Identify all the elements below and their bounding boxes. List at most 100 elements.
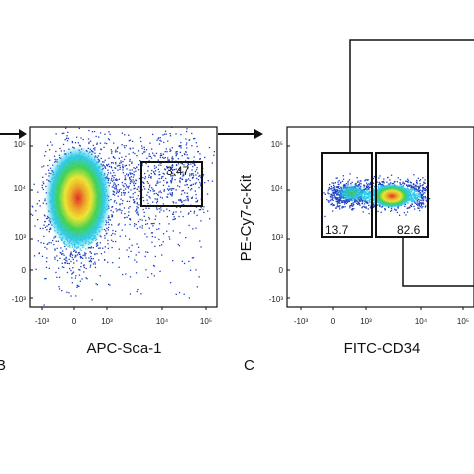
event-dot-c: [399, 182, 401, 184]
event-dot-b: [160, 177, 163, 180]
event-dot-b: [79, 145, 81, 147]
event-dot-b: [162, 175, 164, 178]
event-dot-b: [131, 161, 133, 163]
event-dot-c: [409, 188, 412, 190]
event-dot-b: [108, 223, 110, 226]
event-dot-c: [380, 211, 382, 213]
event-dot-b: [113, 182, 115, 184]
event-dot-b: [135, 210, 137, 212]
event-dot-b: [185, 160, 187, 162]
event-dot-b: [144, 233, 146, 235]
event-dot-b: [27, 233, 28, 234]
event-dot-b: [178, 245, 181, 247]
event-dot-b: [131, 181, 133, 183]
event-dot-b: [188, 163, 190, 166]
event-dot-b: [67, 131, 69, 133]
event-dot-b: [121, 192, 123, 194]
event-dot-c: [335, 200, 337, 203]
event-dot-b: [94, 266, 97, 269]
event-dot-b: [129, 218, 131, 220]
event-dot-b: [58, 286, 60, 288]
event-dot-b: [189, 184, 192, 187]
event-dot-b: [154, 170, 157, 172]
event-dot-b: [178, 169, 180, 172]
event-dot-c: [330, 185, 332, 188]
event-dot-c: [343, 184, 345, 186]
event-dot-b: [46, 225, 48, 227]
event-dot-b: [189, 175, 191, 177]
event-dot-c: [381, 183, 383, 185]
event-dot-c: [387, 177, 389, 179]
event-dot-c: [351, 209, 354, 211]
event-dot-b: [90, 257, 92, 260]
event-dot-b: [49, 167, 52, 169]
event-dot-c: [338, 206, 340, 208]
event-dot-c: [423, 181, 425, 183]
event-dot-c: [419, 192, 421, 194]
event-dot-c: [411, 194, 413, 196]
event-dot-b: [172, 165, 174, 167]
event-dot-b: [159, 211, 161, 213]
event-dot-c: [338, 201, 340, 203]
event-dot-b: [152, 152, 154, 154]
event-dot-b: [104, 167, 107, 169]
event-dot-b: [124, 216, 126, 219]
event-dot-b: [184, 180, 187, 183]
event-dot-b: [153, 165, 156, 167]
event-dot-c: [413, 195, 415, 197]
event-dot-b: [35, 268, 37, 270]
event-dot-b: [60, 252, 62, 254]
event-dot-b: [156, 198, 158, 200]
event-dot-c: [372, 182, 375, 184]
event-dot-b: [58, 276, 61, 278]
event-dot-c: [391, 183, 394, 185]
event-dot-b: [115, 208, 117, 210]
event-dot-b: [171, 193, 173, 195]
event-dot-c: [351, 209, 353, 211]
event-dot-b: [160, 153, 162, 155]
event-dot-b: [121, 229, 123, 231]
event-dot-b: [148, 196, 150, 198]
event-dot-c: [389, 179, 391, 181]
event-dot-c: [329, 195, 331, 197]
event-dot-b: [68, 292, 70, 294]
event-dot-b: [126, 186, 128, 188]
event-dot-b: [128, 185, 130, 187]
event-dot-b: [134, 191, 136, 194]
event-dot-b: [122, 160, 124, 163]
event-dot-c: [415, 187, 417, 190]
event-dot-b: [198, 186, 200, 189]
event-dot-b: [88, 257, 90, 259]
event-dot-c: [414, 193, 416, 196]
event-dot-b: [68, 258, 70, 260]
event-dot-b: [144, 151, 146, 153]
event-dot-b: [112, 169, 114, 172]
event-dot-b: [69, 254, 71, 256]
event-dot-b: [149, 155, 152, 158]
event-dot-b: [117, 209, 119, 211]
event-dot-b: [78, 268, 80, 271]
event-dot-b: [119, 204, 121, 206]
event-dot-b: [108, 283, 110, 285]
event-dot-b: [44, 226, 47, 228]
event-dot-b: [121, 210, 123, 212]
event-dot-c: [410, 181, 412, 183]
event-dot-b: [162, 134, 164, 136]
event-dot-c: [422, 202, 424, 204]
event-dot-b: [125, 164, 128, 167]
event-dot-c: [334, 182, 336, 184]
event-dot-c: [419, 190, 421, 192]
event-dot-b: [190, 197, 193, 199]
event-dot-b: [156, 180, 159, 182]
event-dot-b: [144, 176, 147, 178]
event-dot-b: [126, 200, 128, 202]
event-dot-c: [414, 184, 417, 186]
event-dot-b: [129, 182, 131, 185]
event-dot-b: [199, 157, 201, 160]
event-dot-b: [149, 190, 152, 192]
event-dot-b: [83, 271, 85, 273]
event-dot-c: [404, 183, 406, 185]
event-dot-c: [341, 201, 343, 204]
event-dot-b: [46, 179, 48, 181]
event-dot-c: [333, 191, 335, 193]
